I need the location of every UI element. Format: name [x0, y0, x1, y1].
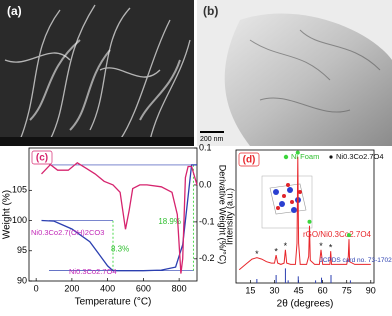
y-tick-label: 90 [17, 275, 27, 285]
y-tick-label: 95 [17, 245, 27, 255]
data-line [41, 164, 197, 272]
data-line [238, 156, 371, 271]
tem-image: (b) 200 nm [197, 0, 392, 146]
legend-label: Ni Foam [291, 152, 319, 161]
legend-label: Ni0.3Co2.7O4 [336, 152, 384, 161]
x-tick-label: 60 [318, 285, 328, 295]
peak-marker [346, 233, 351, 238]
panel-label: (d) [243, 155, 256, 166]
y2-tick-label: -0.2 [199, 253, 215, 263]
x-axis-label: 2θ (degrees) [277, 299, 334, 310]
peak-marker: * [284, 241, 288, 251]
y-tick-label: 105 [12, 185, 27, 195]
legend-marker [329, 155, 333, 159]
plot-frame [28, 147, 198, 282]
mass-change-label: 8.3% [111, 245, 129, 254]
legend-marker [283, 154, 289, 160]
x-tick-label: 200 [64, 283, 79, 293]
y2-axis-label: Derivative Weight (%/°C) [218, 165, 228, 264]
y-tick-label: 100 [12, 215, 27, 225]
annotation: Ni0.3Co2.7O4 [69, 267, 117, 276]
x-tick-label: 75 [342, 285, 352, 295]
series-label: JCPDS card no. 73-1702 [319, 257, 392, 264]
panel-label-box [238, 152, 260, 167]
panel-label: (b) [203, 4, 218, 18]
sem-image: (a) [0, 0, 194, 146]
peak-marker: * [329, 242, 333, 252]
series-label: rGO/Ni0.3Co2.7O4 [303, 230, 372, 239]
y2-tick-label: 0.1 [199, 142, 212, 152]
x-tick-label: 15 [245, 285, 255, 295]
peak-marker [307, 219, 312, 224]
x-tick-label: 800 [172, 283, 187, 293]
x-tick-label: 600 [136, 283, 151, 293]
peak-marker: * [274, 246, 278, 256]
crystal-inset [261, 175, 313, 229]
x-tick-label: 30 [270, 285, 280, 295]
data-line [41, 162, 198, 274]
y-axis-label: Weight (%) [2, 190, 13, 239]
panel-label: (a) [7, 4, 22, 18]
x-axis-label: Temperature (°C) [75, 297, 152, 308]
scale-bar-label: 200 nm [200, 136, 224, 143]
x-tick-label: 400 [100, 283, 115, 293]
peak-marker [295, 150, 300, 155]
peak-marker: * [255, 249, 259, 259]
panel-label-box [31, 150, 53, 165]
y2-tick-label: -0.1 [199, 216, 215, 226]
mass-change-label: 18.9% [158, 217, 181, 226]
y-axis-label: Intensity (a.u.) [224, 188, 234, 245]
peak-marker: * [319, 241, 323, 251]
panel-label: (c) [36, 153, 48, 164]
plot-frame [235, 149, 375, 284]
x-tick-label: 0 [34, 283, 39, 293]
annotation: Ni0.3Co2.7(OH)2CO3 [31, 228, 104, 237]
x-tick-label: 45 [294, 285, 304, 295]
x-tick-label: 90 [366, 285, 376, 295]
y2-tick-label: 0.0 [199, 179, 212, 189]
